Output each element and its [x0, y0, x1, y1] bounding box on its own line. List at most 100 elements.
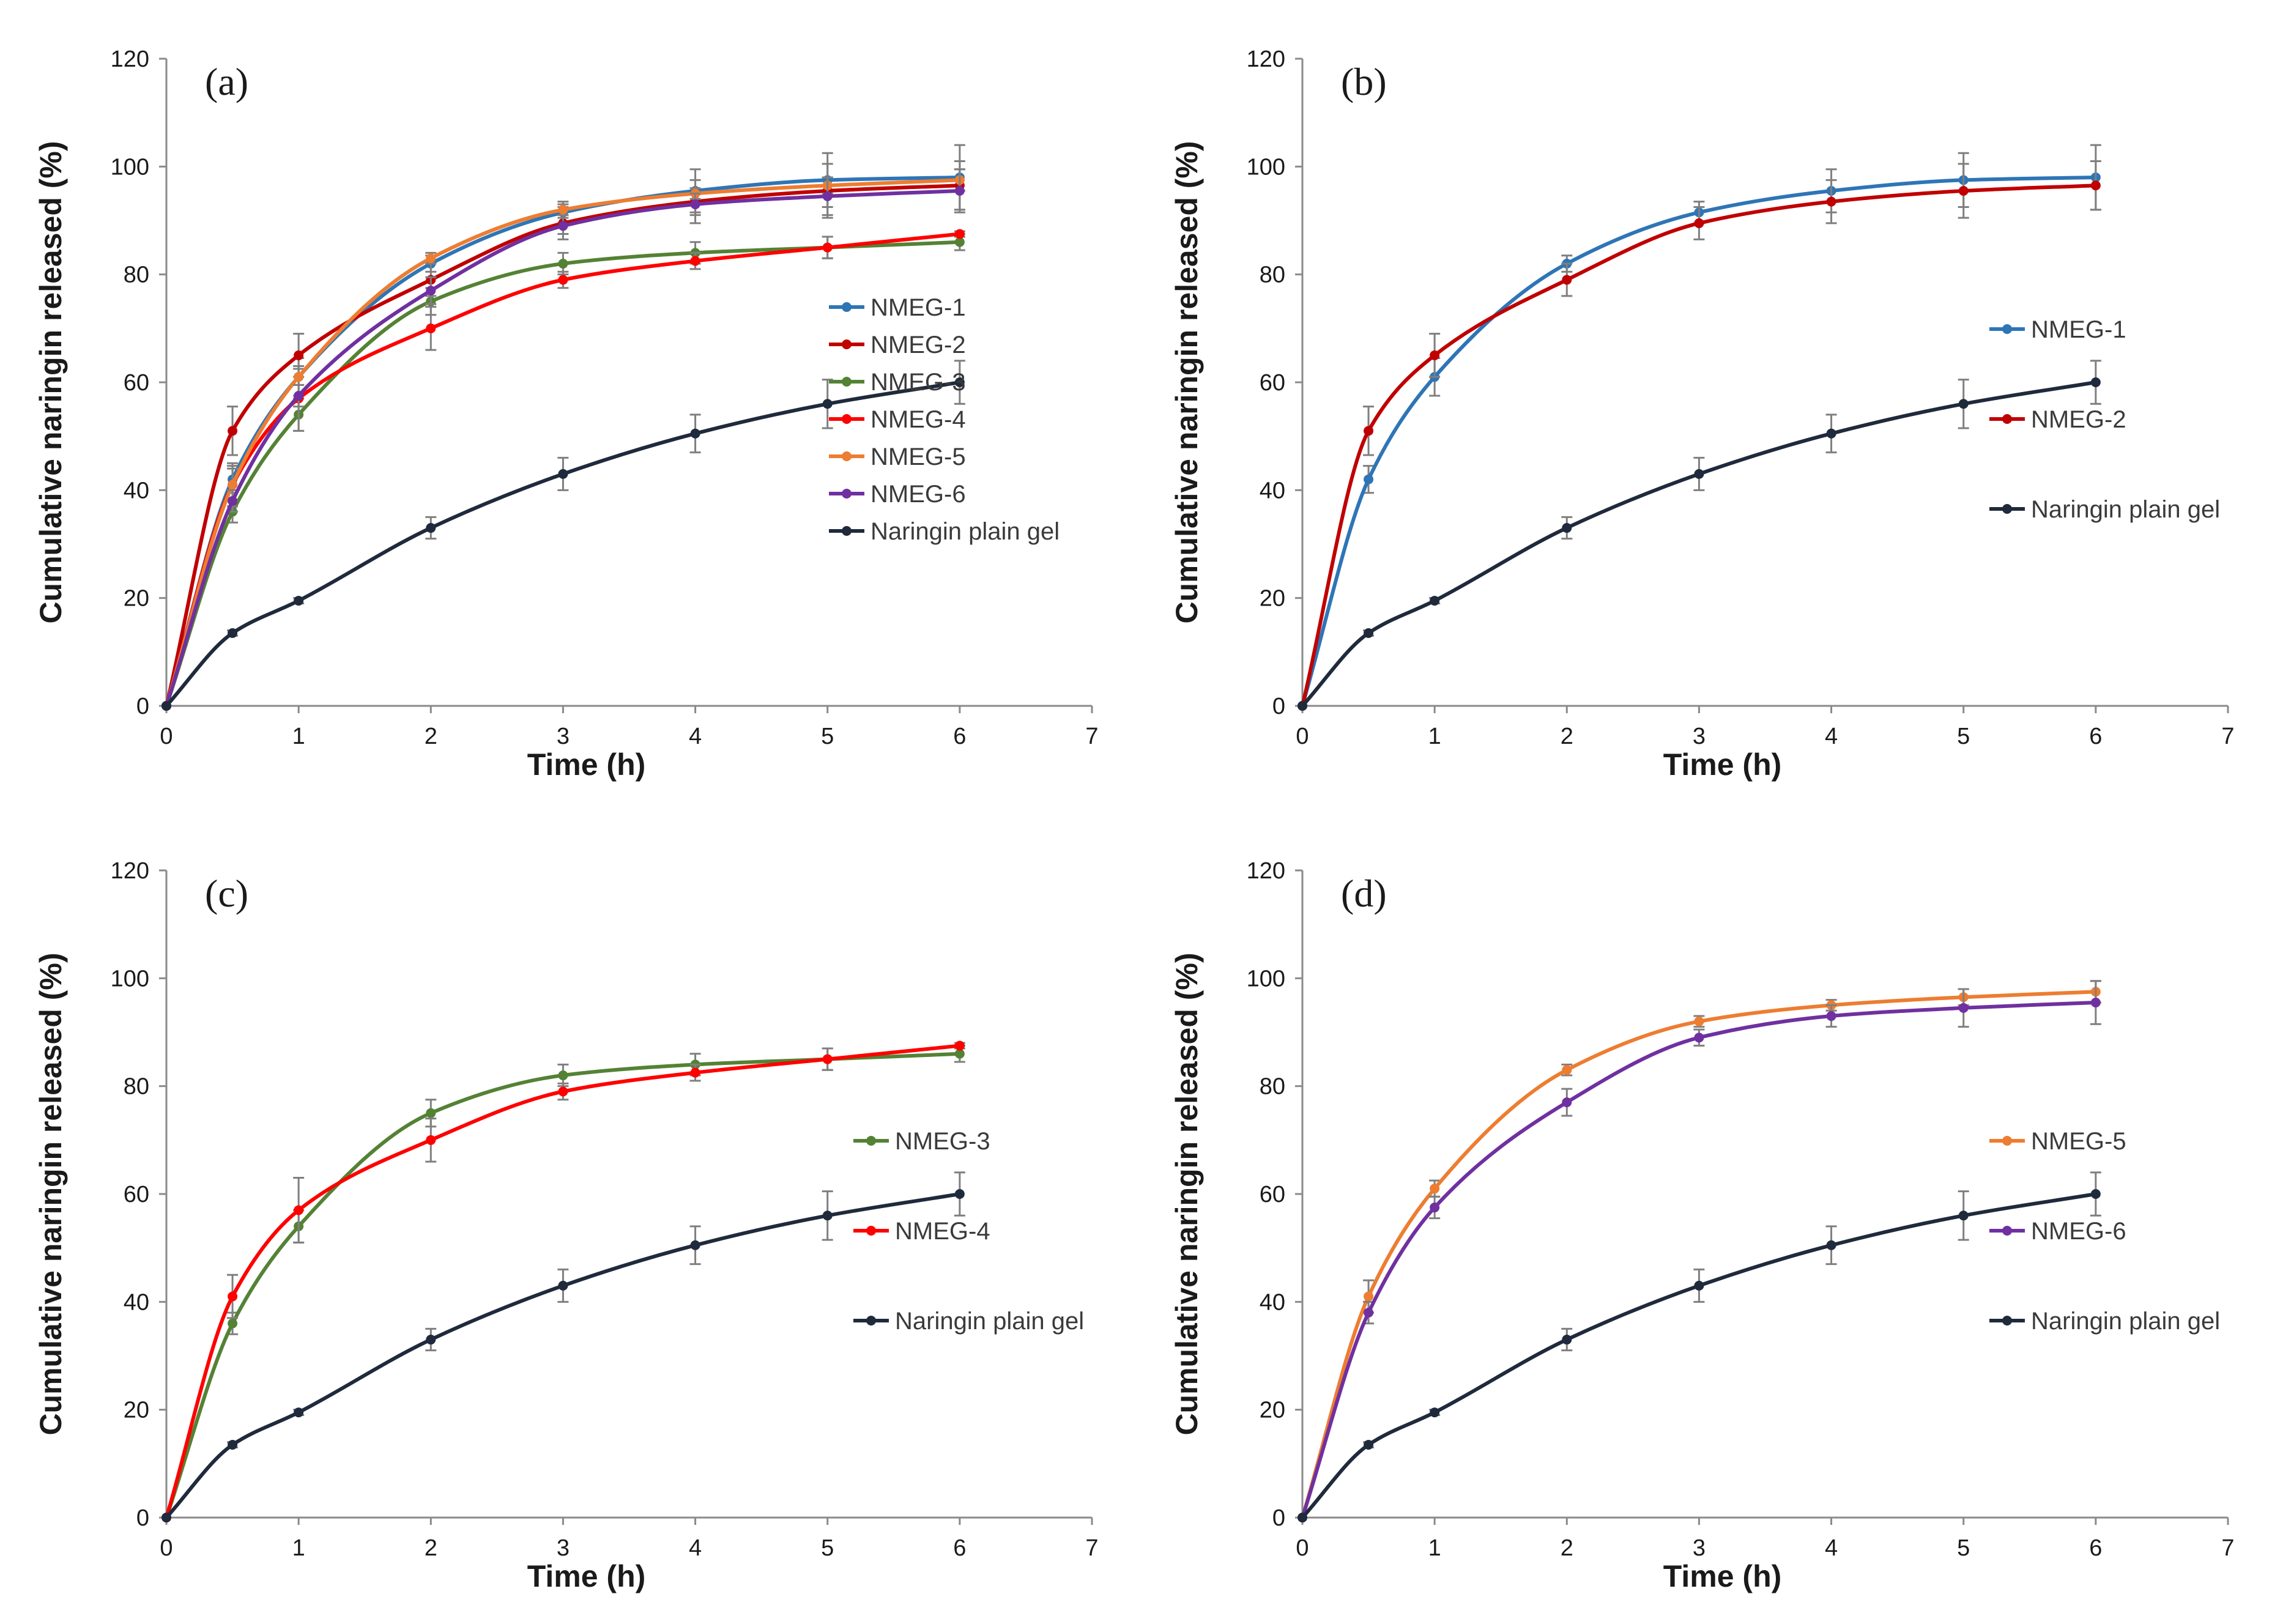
y-tick-label: 80: [1260, 262, 1285, 288]
legend-swatch-marker: [2002, 504, 2012, 514]
data-point: [1364, 1439, 1374, 1450]
data-point: [228, 480, 238, 490]
data-point: [954, 237, 965, 247]
x-tick-label: 1: [1428, 1535, 1441, 1561]
x-tick-label: 3: [557, 1535, 570, 1561]
legend-item-nmeg-5: NMEG-5: [1989, 1128, 2126, 1155]
series-nmeg-4: [161, 1040, 965, 1522]
legend-item-nmeg-4: NMEG-4: [829, 406, 966, 433]
series-nmeg-5: [1297, 980, 2101, 1522]
series-line: [165, 1192, 960, 1519]
legend-item-nmeg-4: NMEG-4: [853, 1218, 990, 1245]
y-tick-label: 0: [1272, 694, 1285, 719]
chart-panel-b: (b) 0 20 40 60 80 100 120 0 1 2 3 4 5 6 7 Time (h) Cumula…: [1136, 0, 2272, 812]
x-tick-label: 4: [1825, 724, 1838, 749]
x-tick-label: 4: [689, 724, 702, 749]
series-nmeg-2: [1297, 160, 2101, 711]
legend-item-naringin-plain-gel: Naringin plain gel: [1989, 496, 2220, 523]
data-point: [426, 1335, 436, 1345]
legend: NMEG-1 NMEG-2 NMEG-3 NMEG-4 NMEG-5 NMEG-6 Nari…: [829, 294, 1060, 545]
series-nmeg-6: [161, 168, 965, 711]
y-axis-title: Cumulative naringin released (%): [1170, 141, 1204, 623]
legend-label: NMEG-3: [895, 1128, 990, 1155]
data-point: [1958, 399, 1969, 409]
legend-item-nmeg-3: NMEG-3: [829, 369, 966, 396]
x-tick-label: 0: [1296, 724, 1309, 749]
data-point: [1694, 218, 1704, 228]
y-axis-title: Cumulative naringin released (%): [1170, 952, 1204, 1435]
data-point: [294, 596, 304, 606]
legend-swatch-marker: [2002, 414, 2012, 424]
data-point: [1826, 428, 1836, 439]
data-point: [426, 1135, 436, 1145]
legend-swatch-marker: [842, 451, 852, 461]
legend-item-nmeg-2: NMEG-2: [829, 332, 966, 358]
x-tick-label: 7: [2221, 724, 2234, 749]
series-naringin-plain-gel: [1297, 1171, 2101, 1522]
y-tick-label: 120: [111, 858, 149, 884]
series-naringin-plain-gel: [1297, 360, 2101, 711]
data-point: [822, 191, 833, 201]
data-point: [1694, 469, 1704, 479]
data-point: [1694, 1033, 1704, 1043]
data-point: [228, 495, 238, 506]
chart-panel-d: (d) 0 20 40 60 80 100 120 0 1 2 3 4 5 6 7 Time (h) Cumula…: [1136, 812, 2272, 1623]
data-point: [954, 186, 965, 196]
y-axis-title: Cumulative naringin released (%): [34, 952, 68, 1435]
data-point: [558, 1280, 568, 1291]
data-point: [228, 1291, 238, 1302]
data-point: [822, 1054, 833, 1064]
legend-swatch-marker: [842, 414, 852, 424]
panel-label: (a): [205, 60, 248, 103]
data-point: [161, 1513, 171, 1522]
x-tick-label: 1: [292, 1535, 305, 1561]
data-point: [558, 1086, 568, 1097]
legend: NMEG-1 NMEG-2 Naringin plain gel: [1989, 316, 2220, 523]
y-tick-label: 0: [1272, 1505, 1285, 1531]
data-point: [1826, 1011, 1836, 1021]
legend-label: Naringin plain gel: [871, 518, 1060, 545]
data-point: [690, 428, 700, 439]
y-tick-label: 20: [1260, 1398, 1285, 1423]
legend-label: NMEG-5: [871, 443, 966, 470]
x-tick-label: 7: [1085, 724, 1098, 749]
legend-swatch-marker: [2002, 1136, 2012, 1146]
y-tick-label: 40: [124, 1289, 149, 1315]
data-point: [954, 229, 965, 239]
data-point: [294, 350, 304, 360]
legend-label: NMEG-1: [871, 294, 966, 321]
x-tick-label: 0: [160, 724, 173, 749]
x-tick-label: 4: [689, 1535, 702, 1561]
data-point: [294, 1205, 304, 1215]
x-tick-label: 6: [953, 1535, 966, 1561]
x-tick-label: 6: [953, 724, 966, 749]
data-point: [228, 426, 238, 436]
legend-swatch-marker: [2002, 324, 2012, 334]
panel-label: (c): [205, 872, 248, 915]
y-tick-label: 40: [124, 478, 149, 503]
data-point: [1364, 1291, 1374, 1302]
x-tick-label: 4: [1825, 1535, 1838, 1561]
data-point: [426, 253, 436, 264]
data-point: [1430, 1203, 1440, 1213]
legend-label: NMEG-2: [2031, 406, 2126, 433]
legend-label: NMEG-6: [2031, 1218, 2126, 1245]
data-point: [294, 1407, 304, 1418]
legend-label: NMEG-3: [871, 369, 966, 396]
data-point: [1364, 628, 1374, 638]
data-point: [690, 256, 700, 266]
x-tick-label: 5: [1957, 1535, 1970, 1561]
x-tick-label: 7: [1085, 1535, 1098, 1561]
y-tick-label: 0: [136, 694, 149, 719]
legend: NMEG-3 NMEG-4 Naringin plain gel: [853, 1128, 1084, 1335]
data-point: [822, 242, 833, 253]
y-tick-label: 80: [124, 262, 149, 288]
y-tick-label: 120: [1247, 46, 1285, 72]
y-tick-label: 80: [124, 1074, 149, 1100]
x-tick-label: 1: [1428, 724, 1441, 749]
legend-label: Naringin plain gel: [2031, 496, 2220, 523]
chart-panel-c: (c) 0 20 40 60 80 100 120 0 1 2 3 4 5 6 7 Time (h) Cumula…: [0, 812, 1136, 1623]
legend-item-naringin-plain-gel: Naringin plain gel: [1989, 1308, 2220, 1335]
series-line: [165, 380, 960, 708]
data-point: [558, 221, 568, 231]
